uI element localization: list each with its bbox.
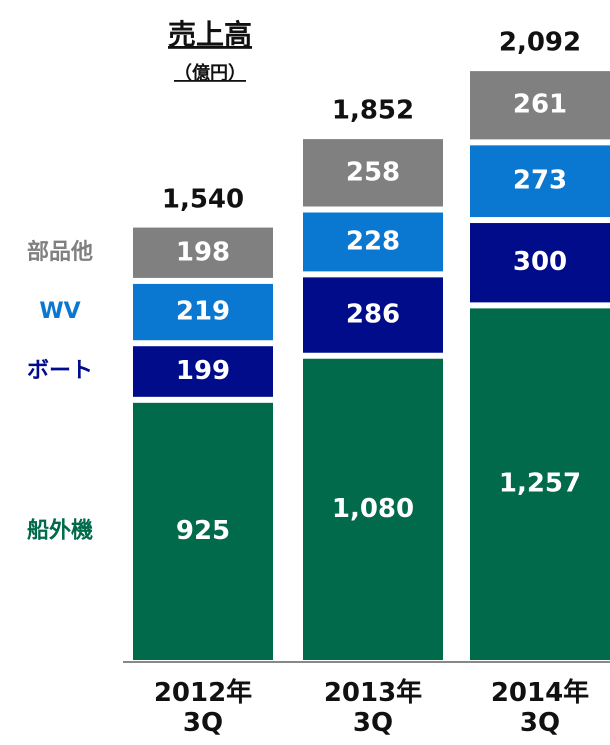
bar-segment: [133, 227, 273, 278]
data-label: 219: [176, 297, 230, 327]
data-label: 198: [176, 237, 230, 267]
data-label: 286: [346, 300, 400, 330]
data-label: 228: [346, 226, 400, 256]
x-tick-label: 2014年 3Q: [490, 678, 590, 738]
x-tick-label: 2012年 3Q: [153, 678, 253, 738]
legend-label: 部品他: [27, 239, 93, 265]
bar-segment: [303, 139, 443, 207]
total-label: 1,852: [332, 96, 414, 126]
total-label: 1,540: [162, 184, 244, 214]
legend-label: WV: [39, 299, 80, 324]
bar-segment: [133, 346, 273, 397]
bar-segment: [303, 358, 443, 660]
data-label: 925: [176, 516, 230, 546]
bar-segment: [470, 223, 610, 303]
bar-segment: [133, 283, 273, 341]
data-label: 261: [513, 90, 567, 120]
x-tick-label: 2013年 3Q: [323, 678, 423, 738]
legend-label: ボート: [27, 359, 93, 384]
bar-segment: [303, 277, 443, 353]
total-label: 2,092: [499, 27, 581, 57]
bar-segment: [303, 212, 443, 272]
bar-segment: [470, 71, 610, 140]
data-label: 1,080: [332, 494, 414, 524]
chart-title: 売上高: [168, 18, 252, 51]
chart-subtitle: （億円）: [174, 62, 246, 84]
data-label: 273: [513, 166, 567, 196]
bar-segment: [470, 308, 610, 660]
bar-segment: [470, 145, 610, 218]
bar-segment: [133, 402, 273, 660]
data-label: 300: [513, 247, 567, 277]
legend-label: 船外機: [27, 517, 93, 543]
data-label: 199: [176, 356, 230, 386]
data-label: 258: [346, 157, 400, 187]
data-label: 1,257: [499, 469, 581, 499]
